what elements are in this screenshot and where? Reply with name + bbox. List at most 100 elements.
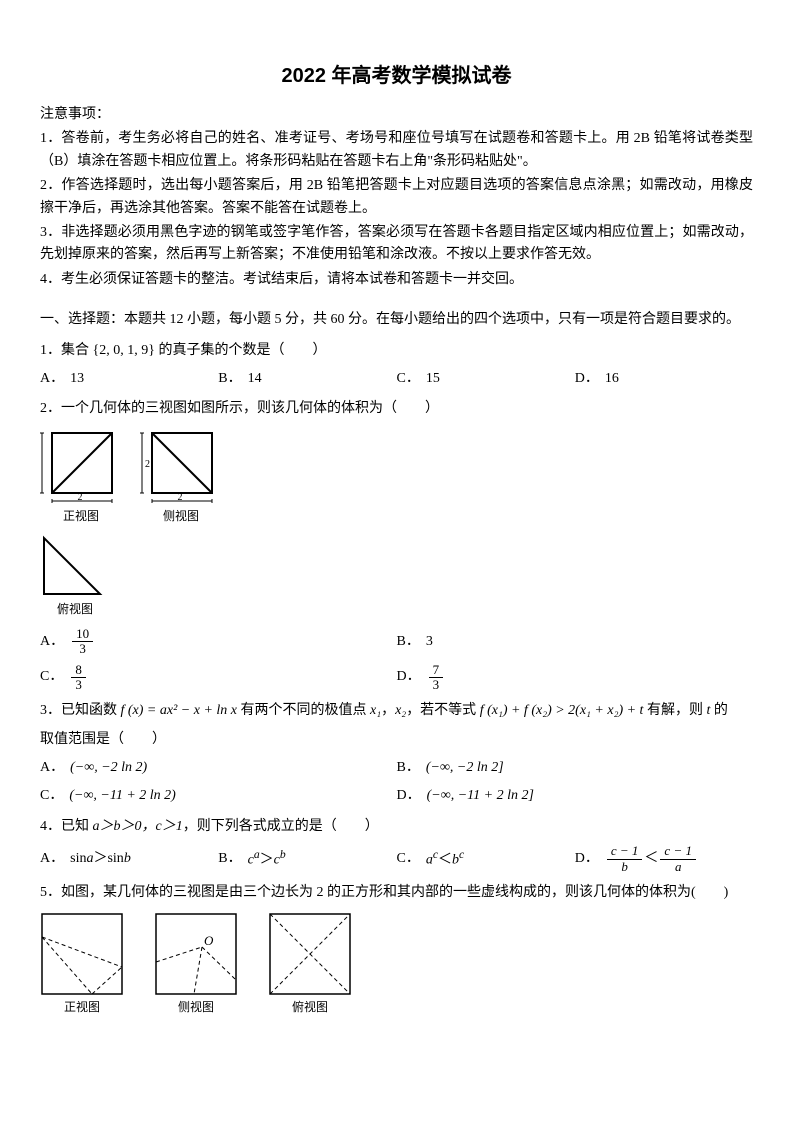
q4-option-a: A． sina＞sinb [40, 844, 218, 874]
q1-option-a: A． 13 [40, 368, 218, 390]
frac-num: c − 1 [607, 844, 643, 859]
q2-diagrams-row1: 2 2 正视图 2 2 侧视图 [40, 429, 753, 526]
q1-option-c: C． 15 [397, 368, 575, 390]
page-title: 2022 年高考数学模拟试卷 [40, 60, 753, 92]
q2-side-view: 2 2 侧视图 [140, 429, 222, 526]
opt-label: D． [397, 666, 421, 688]
top-view-icon [40, 534, 110, 598]
q1-text: 1．集合 {2, 0, 1, 9} 的真子集的个数是（ ） [40, 340, 753, 362]
view-label: 侧视图 [163, 507, 199, 526]
frac-num: 10 [72, 627, 93, 642]
q4-suffix: ，则下列各式成立的是（ ） [183, 819, 379, 834]
fraction-icon: 103 [72, 627, 93, 657]
notice-item: 3．非选择题必须用黑色字迹的钢笔或签字笔作答，答案必须写在答题卡各题目指定区域内… [40, 222, 753, 267]
opt-label: A． [40, 631, 64, 653]
view-label: 正视图 [64, 998, 100, 1017]
q3-mid1: 有两个不同的极值点 [237, 703, 370, 718]
front-view-icon: 2 2 [40, 429, 122, 505]
top-view-icon [268, 912, 352, 996]
opt-value: 16 [605, 368, 619, 390]
frac-den: 3 [429, 678, 444, 692]
opt-label: B． [218, 368, 241, 390]
frac-num: c − 1 [660, 844, 696, 859]
side-view-icon: O [154, 912, 238, 996]
opt-value: ac＜bc [426, 846, 464, 872]
frac-den: a [671, 860, 686, 874]
q3-options-row2: C．(−∞, −11 + 2 ln 2) D．(−∞, −11 + 2 ln 2… [40, 785, 753, 807]
q3-prefix: 3．已知函数 [40, 703, 121, 718]
q5-text: 5．如图，某几何体的三视图是由三个边长为 2 的正方形和其内部的一些虚线构成的，… [40, 882, 753, 904]
q2-option-b: B． 3 [397, 627, 754, 657]
opt-label: C． [40, 785, 63, 807]
opt-label: B． [218, 848, 241, 870]
opt-label: A． [40, 368, 64, 390]
opt-value: 15 [426, 368, 440, 390]
q4-text: 4．已知 a＞b＞0，c＞1，则下列各式成立的是（ ） [40, 816, 753, 838]
q4-option-b: B． ca＞cb [218, 844, 396, 874]
q1-option-d: D． 16 [575, 368, 753, 390]
opt-label: C． [397, 848, 420, 870]
opt-label: C． [397, 368, 420, 390]
q4-cond: a＞b＞0，c＞1 [93, 819, 183, 834]
opt-label: D． [575, 368, 599, 390]
q2-option-a: A． 103 [40, 627, 397, 657]
q2-diagrams-row2: 俯视图 [40, 534, 753, 619]
opt-label: B． [397, 757, 420, 779]
q2-text: 2．一个几何体的三视图如图所示，则该几何体的体积为（ ） [40, 398, 753, 420]
opt-value: (−∞, −2 ln 2] [426, 757, 504, 779]
fraction-icon: 83 [71, 663, 86, 693]
dim-label: 2 [145, 459, 150, 470]
notice-item: 4．考生必须保证答题卡的整洁。考试结束后，请将本试卷和答题卡一并交回。 [40, 269, 753, 291]
opt-label: D． [575, 848, 599, 870]
opt-label: B． [397, 631, 420, 653]
frac-den: b [617, 860, 632, 874]
opt-label: A． [40, 848, 64, 870]
opt-value: (−∞, −11 + 2 ln 2) [69, 785, 176, 807]
opt-label: A． [40, 757, 64, 779]
lt-sign: ＜ [644, 848, 658, 870]
q3-options-row1: A． (−∞, −2 ln 2) B． (−∞, −2 ln 2] [40, 757, 753, 779]
opt-value: ca＞cb [248, 846, 286, 872]
section-heading: 一、选择题：本题共 12 小题，每小题 5 分，共 60 分。在每小题给出的四个… [40, 309, 753, 331]
q2-top-view: 俯视图 [40, 534, 110, 619]
q4-options: A． sina＞sinb B． ca＞cb C． ac＜bc D． c − 1b… [40, 844, 753, 874]
q3-option-b: B． (−∞, −2 ln 2] [397, 757, 754, 779]
q4-prefix: 4．已知 [40, 819, 93, 834]
frac-den: 3 [75, 642, 90, 656]
q5-diagrams: 正视图 O 侧视图 俯视图 [40, 912, 753, 1017]
q3-option-a: A． (−∞, −2 ln 2) [40, 757, 397, 779]
q3-line2: 取值范围是（ ） [40, 729, 753, 751]
opt-value: 3 [426, 631, 433, 653]
frac-den: 3 [71, 678, 86, 692]
opt-label: C． [40, 666, 63, 688]
q2-front-view: 2 2 正视图 [40, 429, 122, 526]
frac-num: 8 [71, 663, 86, 678]
notice-item: 2．作答选择题时，选出每小题答案后，用 2B 铅笔把答题卡上对应题目选项的答案信… [40, 175, 753, 220]
view-label: 侧视图 [178, 998, 214, 1017]
q1-option-b: B．14 [218, 368, 396, 390]
side-view-icon: 2 2 [140, 429, 222, 505]
q3-ineq: f (x₁) + f (x₂) > 2(x₁ + x₂) + t [480, 703, 644, 718]
view-label: 俯视图 [292, 998, 328, 1017]
q3-func: f (x) = ax² − x + ln x [121, 703, 238, 718]
q3-text: 3．已知函数 f (x) = ax² − x + ln x 有两个不同的极值点 … [40, 700, 753, 722]
q3-x2: x₂ [395, 703, 406, 718]
view-label: 俯视图 [57, 600, 93, 619]
opt-label: D． [397, 785, 421, 807]
q3-mid3: 有解，则 [643, 703, 706, 718]
notice-heading: 注意事项： [40, 104, 753, 126]
frac-num: 7 [429, 663, 444, 678]
opt-value: 13 [70, 368, 84, 390]
front-view-icon [40, 912, 124, 996]
dim-label: 2 [78, 492, 83, 503]
origin-label: O [204, 933, 214, 948]
q3-tail: 的 [710, 703, 728, 718]
q3-mid2: ，若不等式 [406, 703, 480, 718]
fraction-icon: c − 1a [660, 844, 696, 874]
q5-side-view: O 侧视图 [154, 912, 238, 1017]
q2-options-row2: C． 83 D． 73 [40, 663, 753, 693]
q3-comma: ， [381, 703, 395, 718]
q4-option-d: D． c − 1b ＜ c − 1a [575, 844, 753, 874]
fraction-icon: 73 [429, 663, 444, 693]
opt-value: (−∞, −2 ln 2) [70, 757, 147, 779]
